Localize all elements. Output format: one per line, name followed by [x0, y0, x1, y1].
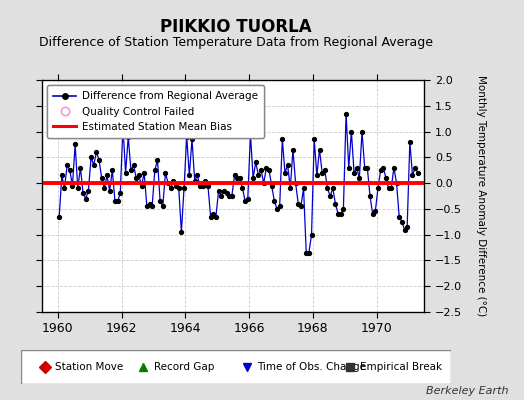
Text: Berkeley Earth: Berkeley Earth [426, 386, 508, 396]
Text: Time of Obs. Change: Time of Obs. Change [257, 362, 366, 372]
Y-axis label: Monthly Temperature Anomaly Difference (°C): Monthly Temperature Anomaly Difference (… [476, 75, 486, 317]
Legend: Difference from Regional Average, Quality Control Failed, Estimated Station Mean: Difference from Regional Average, Qualit… [47, 85, 264, 138]
Text: PIIKKIO TUORLA: PIIKKIO TUORLA [160, 18, 312, 36]
Text: Difference of Station Temperature Data from Regional Average: Difference of Station Temperature Data f… [39, 36, 433, 49]
FancyBboxPatch shape [21, 350, 451, 384]
Text: Record Gap: Record Gap [154, 362, 214, 372]
Text: Empirical Break: Empirical Break [361, 362, 443, 372]
Text: Station Move: Station Move [56, 362, 124, 372]
